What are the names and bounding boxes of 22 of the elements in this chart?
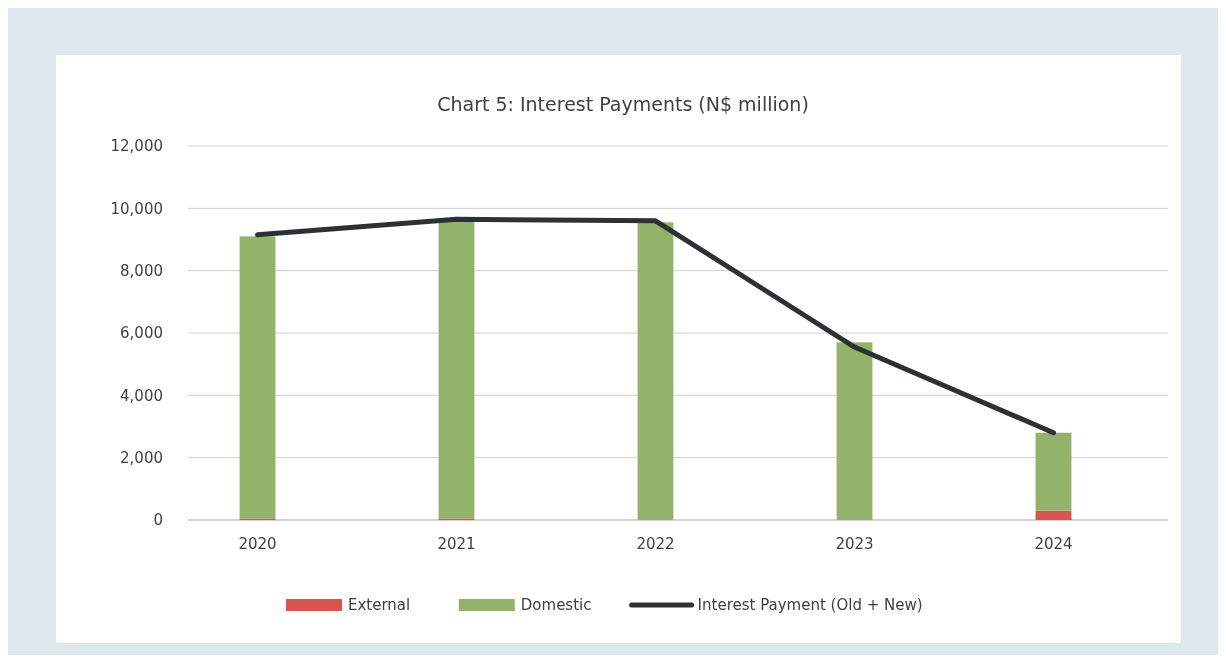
y-tick-label: 8,000 <box>120 261 163 280</box>
chart-title: Chart 5: Interest Payments (N$ million) <box>437 93 809 115</box>
legend-label: Interest Payment (Old + New) <box>697 596 923 615</box>
bar <box>637 222 674 520</box>
y-tick-label: 2,000 <box>120 448 163 467</box>
y-tick-label: 12,000 <box>110 137 163 156</box>
y-tick-label: 10,000 <box>110 199 163 218</box>
y-tick-label: 0 <box>153 511 163 530</box>
x-tick-label: 2023 <box>835 535 874 553</box>
bar <box>1035 510 1072 520</box>
legend-label: Domestic <box>520 596 592 615</box>
x-tick-label: 2022 <box>636 535 675 553</box>
y-tick-label: 4,000 <box>120 386 163 405</box>
x-tick-label: 2020 <box>238 535 277 553</box>
x-tick-label: 2024 <box>1034 535 1073 553</box>
legend-label: External <box>348 596 411 615</box>
bar <box>836 342 873 520</box>
bar <box>239 236 276 519</box>
y-tick-label: 6,000 <box>120 324 163 343</box>
bar <box>1035 432 1072 511</box>
x-tick-label: 2021 <box>437 535 476 553</box>
bar <box>438 220 475 519</box>
